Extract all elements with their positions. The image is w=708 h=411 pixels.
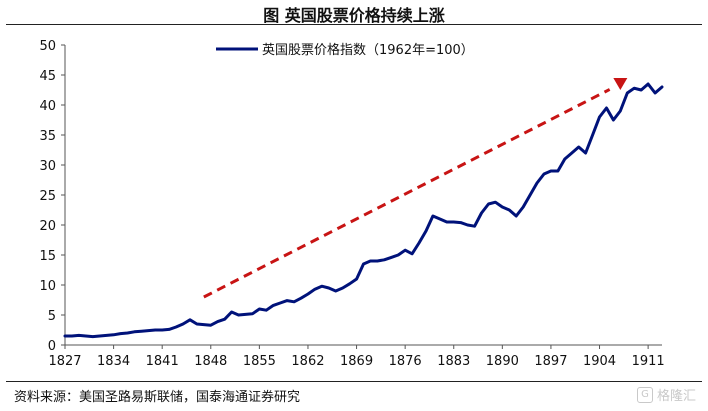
watermark-text: 格隆汇 xyxy=(656,389,696,404)
trend-arrow-line xyxy=(203,88,611,299)
watermark-logo-icon: G xyxy=(636,386,653,403)
figure-title: 图 英国股票价格持续上涨 xyxy=(263,6,445,25)
legend-label: 英国股票价格指数（1962年=100） xyxy=(262,42,474,58)
chart-legend: 英国股票价格指数（1962年=100） xyxy=(216,42,474,58)
y-tick-label: 30 xyxy=(39,159,56,174)
source-divider xyxy=(6,381,702,382)
line-chart: 0 5 10 15 20 25 30 35 40 45 50 1827 1834 1841 1848 1855… xyxy=(39,39,664,369)
y-tick-label: 10 xyxy=(39,279,56,294)
y-tick-label: 45 xyxy=(39,69,56,84)
x-tick-label: 1848 xyxy=(194,354,227,369)
y-tick-label: 5 xyxy=(48,309,56,324)
y-tick-label: 15 xyxy=(39,249,56,264)
y-tick-label: 50 xyxy=(39,39,56,54)
x-tick-label: 1834 xyxy=(97,354,130,369)
x-tick-label: 1862 xyxy=(291,354,324,369)
y-tick-label: 20 xyxy=(39,219,56,234)
chart-marks xyxy=(63,78,664,339)
series-line xyxy=(63,82,664,339)
watermark: G 格隆汇 xyxy=(636,385,696,404)
x-tick-label: 1876 xyxy=(389,354,422,369)
x-tick-label: 1883 xyxy=(437,354,470,369)
x-tick-label: 1855 xyxy=(243,354,276,369)
x-tick-label: 1890 xyxy=(486,354,519,369)
y-tick-label: 25 xyxy=(39,189,56,204)
title-divider xyxy=(6,24,702,25)
x-tick-label: 1827 xyxy=(48,354,81,369)
y-tick-label: 0 xyxy=(48,339,56,354)
x-tick-label: 1841 xyxy=(146,354,179,369)
source-note: 资料来源：美国圣路易斯联储，国泰海通证券研究 xyxy=(14,390,301,405)
x-tick-label: 1897 xyxy=(534,354,567,369)
x-tick-label: 1869 xyxy=(340,354,373,369)
x-tick-label: 1904 xyxy=(583,354,616,369)
y-tick-label: 40 xyxy=(39,99,56,114)
trend-arrow-head-icon xyxy=(613,78,628,90)
y-tick-label: 35 xyxy=(39,129,56,144)
chart-axes: 0 5 10 15 20 25 30 35 40 45 50 1827 1834 1841 1848 1855… xyxy=(39,39,664,369)
x-tick-label: 1911 xyxy=(632,354,665,369)
